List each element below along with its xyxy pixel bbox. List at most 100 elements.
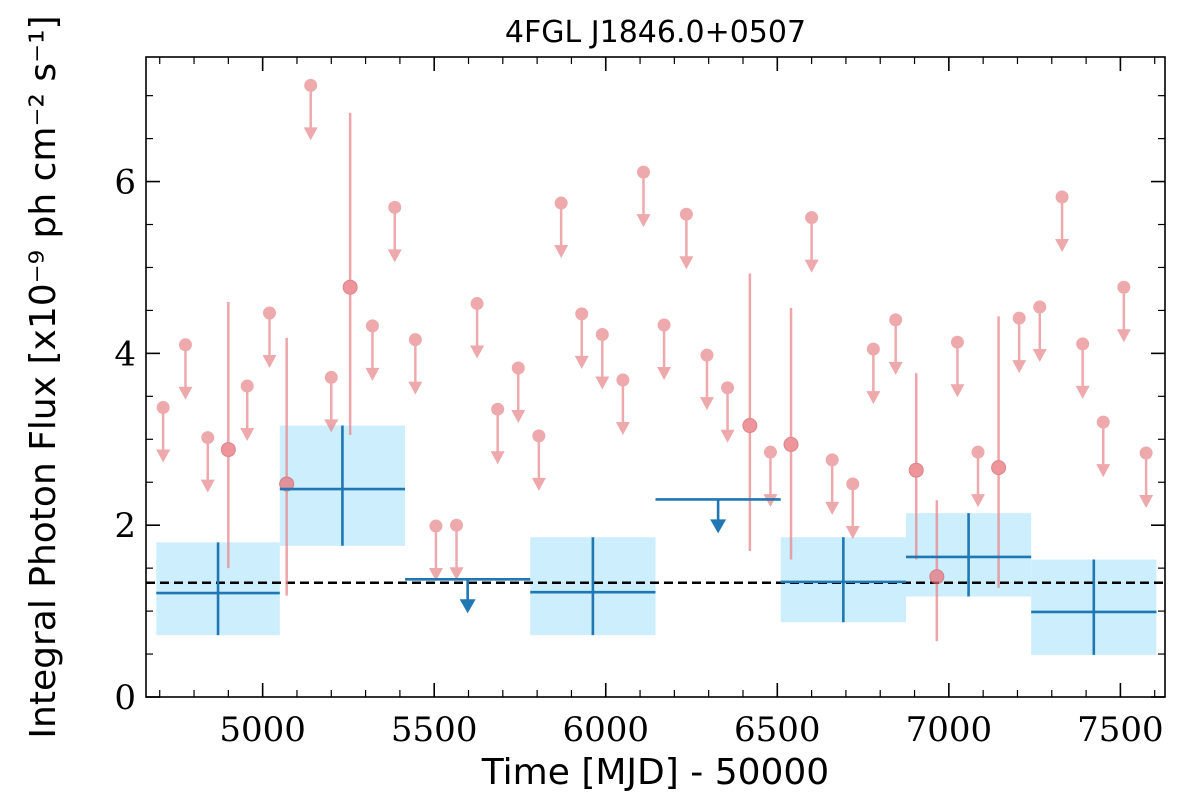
- upper-limit-marker: [511, 361, 525, 375]
- upper-limit-marker: [388, 200, 402, 214]
- short-bin-layer: [156, 78, 1154, 642]
- short-bin-upper-limit: [324, 370, 339, 433]
- upper-limit-arrowhead: [679, 256, 694, 270]
- upper-limit-marker: [201, 431, 215, 445]
- x-tick-label: 6000: [562, 710, 649, 750]
- upper-limit-arrowhead: [240, 428, 255, 442]
- upper-limit-marker: [263, 306, 277, 320]
- x-tick-label: 7000: [906, 710, 993, 750]
- upper-limit-marker: [616, 373, 630, 387]
- upper-limit-marker: [491, 402, 505, 416]
- long-bin-limit-arrowhead: [459, 599, 476, 614]
- tick-labels: 5000 5500 6000 6500 7000 7500 0 2 4 6: [114, 163, 1163, 750]
- long-bin-measurement: [905, 513, 1032, 597]
- upper-limit-arrowhead: [804, 259, 819, 273]
- short-bin-upper-limit: [470, 297, 485, 359]
- short-bin-upper-limit: [303, 78, 318, 141]
- upper-limit-marker: [575, 307, 589, 321]
- short-bin-upper-limit: [679, 207, 694, 270]
- measurement-marker: [783, 436, 799, 452]
- short-bin-upper-limit: [365, 319, 380, 381]
- upper-limit-arrowhead: [303, 127, 318, 141]
- upper-limit-arrowhead: [200, 479, 215, 493]
- short-bin-upper-limit: [408, 333, 423, 395]
- x-tick-label: 6500: [734, 710, 821, 750]
- plot-frame: [145, 56, 1166, 698]
- upper-limit-marker: [240, 379, 254, 393]
- upper-limit-marker: [1012, 311, 1026, 325]
- measurement-marker: [991, 460, 1007, 476]
- upper-limit-arrowhead: [324, 419, 339, 433]
- upper-limit-marker: [1139, 446, 1153, 460]
- upper-limit-marker: [657, 318, 671, 332]
- upper-limit-arrowhead: [699, 397, 714, 411]
- upper-limit-marker: [866, 342, 880, 356]
- upper-limit-arrowhead: [825, 501, 840, 515]
- short-bin-measurement: [908, 373, 924, 560]
- upper-limit-marker: [700, 348, 714, 362]
- short-bin-measurement: [991, 316, 1007, 588]
- long-bin-limit-arrowhead: [710, 519, 727, 534]
- short-bin-measurement: [342, 112, 358, 435]
- upper-limit-arrowhead: [888, 361, 903, 375]
- upper-limit-arrowhead: [531, 477, 546, 491]
- upper-limit-marker: [554, 196, 568, 210]
- short-bin-upper-limit: [825, 453, 840, 515]
- short-bin-upper-limit: [1139, 446, 1154, 509]
- upper-limit-marker: [178, 338, 192, 352]
- upper-limit-marker: [470, 297, 484, 311]
- long-bin-measurement: [156, 542, 280, 636]
- short-bin-upper-limit: [1116, 280, 1131, 343]
- upper-limit-arrowhead: [615, 422, 630, 436]
- short-bin-upper-limit: [1012, 311, 1027, 374]
- long-bin-upper-limit: [655, 498, 781, 534]
- short-bin-measurement: [279, 337, 295, 596]
- upper-limit-marker: [971, 445, 985, 459]
- x-tick-label: 5000: [219, 710, 306, 750]
- long-bin-layer: [156, 425, 1157, 655]
- measurement-marker: [742, 418, 758, 434]
- upper-limit-arrowhead: [470, 345, 485, 359]
- short-bin-upper-limit: [428, 519, 443, 582]
- upper-limit-marker: [532, 429, 546, 443]
- measurement-marker: [929, 569, 945, 585]
- long-bin-measurement: [780, 537, 906, 623]
- upper-limit-marker: [408, 333, 422, 347]
- short-bin-upper-limit: [156, 400, 171, 463]
- long-bin-error-bands: [156, 425, 1157, 655]
- short-bin-upper-limit: [888, 313, 903, 375]
- long-bin-upper-limit: [405, 578, 531, 614]
- upper-limit-arrowhead: [657, 367, 672, 381]
- short-bin-upper-limit: [1096, 415, 1111, 478]
- short-bin-upper-limit: [804, 211, 819, 273]
- upper-limit-arrowhead: [950, 384, 965, 398]
- x-axis-label: Time [MJD] - 50000: [481, 752, 829, 793]
- y-tick-label: 6: [114, 163, 136, 203]
- short-bin-upper-limit: [763, 445, 778, 508]
- upper-limit-arrowhead: [365, 367, 380, 381]
- short-bin-measurement: [783, 307, 799, 560]
- upper-limit-arrowhead: [1075, 385, 1090, 399]
- axis-ticks: [146, 57, 1165, 698]
- upper-limit-arrowhead: [595, 376, 610, 390]
- short-bin-upper-limit: [511, 361, 526, 423]
- upper-limit-arrowhead: [490, 451, 505, 465]
- upper-limit-arrowhead: [1116, 329, 1131, 343]
- short-bin-upper-limit: [449, 518, 464, 581]
- upper-limit-arrowhead: [511, 409, 526, 423]
- short-bin-upper-limit: [1075, 337, 1090, 399]
- short-bin-upper-limit: [490, 402, 505, 465]
- short-bin-upper-limit: [262, 306, 277, 368]
- upper-limit-marker: [304, 78, 318, 92]
- upper-limit-arrowhead: [554, 245, 569, 259]
- long-bin-measurement: [279, 425, 406, 546]
- short-bin-upper-limit: [720, 381, 735, 443]
- y-axis-label: Integral Photon Flux [x10⁻⁹ ph cm⁻² s⁻¹]: [23, 15, 64, 738]
- upper-limit-marker: [805, 211, 819, 225]
- upper-limit-marker: [1117, 280, 1131, 294]
- upper-limit-arrowhead: [1096, 464, 1111, 478]
- upper-limit-marker: [636, 165, 650, 179]
- upper-limit-marker: [679, 207, 693, 221]
